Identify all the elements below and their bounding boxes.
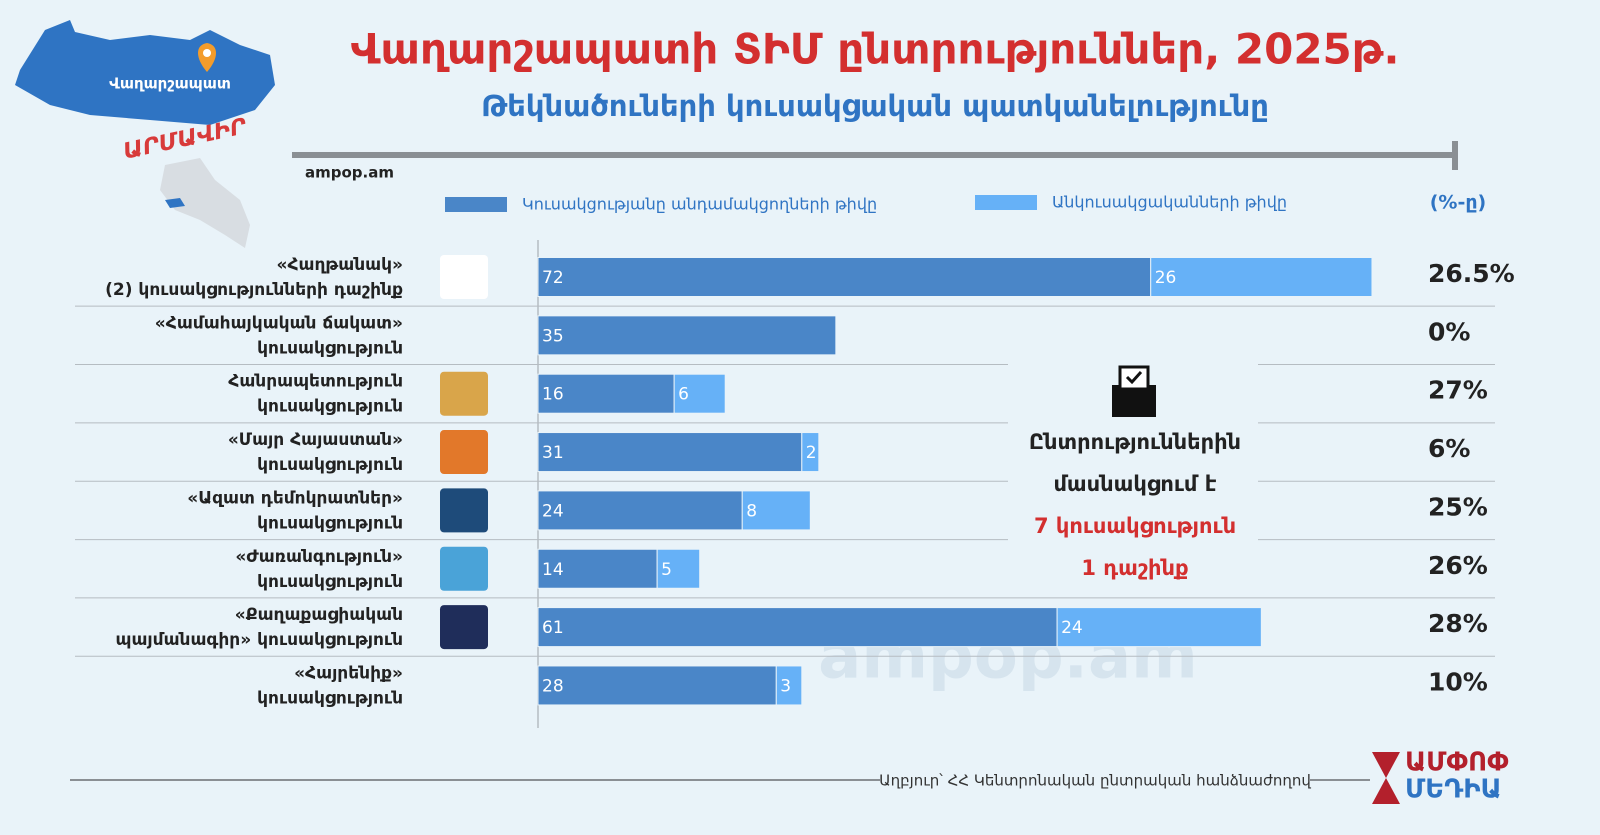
bar-segment	[537, 315, 837, 356]
bar-segment	[1056, 607, 1262, 648]
map-country	[160, 158, 250, 248]
bar-value-label: 24	[542, 501, 564, 521]
legend-swatch	[445, 197, 507, 212]
category-label: «Քաղաքացիական	[235, 605, 403, 625]
legend-label: Անկուսակցականների թիվը	[1052, 193, 1287, 212]
percent-label: 6%	[1428, 434, 1470, 463]
chart-subtitle: Թեկնածուների կուսակցական պատկանելություն…	[481, 89, 1269, 123]
category-label: կուսակցություն	[257, 338, 403, 358]
bar-value-label: 61	[542, 618, 564, 638]
logo-mark	[1372, 752, 1400, 804]
legend-label: Կուսակցությանը անդամակցողների թիվը	[522, 195, 877, 214]
bar-value-label: 28	[542, 676, 564, 696]
map-pin	[198, 43, 216, 72]
bar-value-label: 5	[661, 560, 672, 580]
party-logo	[440, 371, 488, 416]
percent-label: 26.5%	[1428, 259, 1515, 288]
bar-value-label: 6	[678, 385, 689, 405]
bar-segment	[1150, 257, 1373, 297]
category-label: կուսակցություն	[257, 688, 403, 708]
bar-segment	[537, 607, 1058, 648]
legend-swatch	[975, 195, 1037, 210]
category-label: կուսակցություն	[257, 397, 403, 417]
annotation-line: 7 կուսակցություն	[1034, 514, 1236, 538]
bar-segment	[537, 257, 1152, 297]
party-logo	[440, 488, 488, 533]
bar-value-label: 3	[780, 676, 791, 696]
annotation-line: Ընտրություններին	[1029, 430, 1241, 454]
percent-label: 28%	[1428, 609, 1488, 638]
bar-value-label: 14	[542, 560, 564, 580]
map-city: Վաղարշապատ	[109, 75, 231, 93]
party-logo	[440, 546, 488, 591]
category-label: Հանրապետություն	[228, 372, 403, 392]
category-label: «Համահայկական ճակատ»	[155, 313, 403, 333]
bar-value-label: 16	[542, 385, 564, 405]
logo-text: ԱՄՓՈՓ	[1405, 748, 1509, 778]
party-logo	[440, 255, 488, 299]
annotation-line: մասնակցում է	[1053, 472, 1216, 496]
category-label: կուսակցություն	[257, 513, 403, 533]
percent-label: 25%	[1428, 492, 1488, 521]
party-logo	[440, 430, 488, 475]
category-label: կուսակցություն	[257, 455, 403, 475]
annotation-line: 1 դաշինք	[1081, 556, 1188, 580]
bar-value-label: 26	[1155, 268, 1177, 288]
category-label: (2) կուսակցությունների դաշինք	[105, 280, 403, 300]
category-label: «Ժառանգություն»	[235, 547, 403, 567]
bar-segment	[537, 373, 675, 414]
bar-value-label: 35	[542, 326, 564, 346]
party-logo	[440, 663, 488, 708]
bar-segment	[537, 665, 777, 706]
source: Աղբյուր՝ ՀՀ Կենտրոնական ընտրական հանձնաժ…	[879, 772, 1311, 790]
ballot-check	[1125, 370, 1143, 385]
bar-segment	[741, 490, 811, 531]
bar-segment	[801, 432, 820, 473]
bar-segment	[673, 373, 726, 414]
percent-label: 27%	[1428, 376, 1488, 405]
bar-segment	[775, 665, 803, 706]
percent-label: 26%	[1428, 551, 1488, 580]
bar-value-label: 2	[806, 443, 817, 463]
bar-value-label: 31	[542, 443, 564, 463]
category-label: պայմանագիր» կուսակցություն	[115, 630, 403, 650]
bar-segment	[537, 432, 803, 473]
percent-header: (%-ը)	[1430, 192, 1486, 214]
party-logo	[440, 313, 488, 358]
bar-segment	[537, 548, 658, 589]
map-marker-region	[165, 198, 185, 208]
percent-label: 10%	[1428, 667, 1488, 696]
site-label: ampop.am	[305, 164, 394, 182]
bar-segment	[656, 548, 701, 589]
bar-segment	[537, 490, 743, 531]
logo-text: ՄԵԴԻԱ	[1405, 775, 1502, 805]
chart-title: Վաղարշապատի ՏԻՄ ընտրություններ, 2025թ.	[351, 25, 1400, 74]
bar-value-label: 72	[542, 268, 564, 288]
map-pin-dot	[203, 49, 211, 57]
bar-value-label: 8	[746, 501, 757, 521]
category-label: կուսակցություն	[257, 572, 403, 592]
category-label: «Հայրենիք»	[294, 663, 403, 683]
category-label: «Ազատ դեմոկրատներ»	[187, 488, 403, 508]
party-logo	[440, 605, 488, 650]
bar-value-label: 24	[1061, 618, 1083, 638]
percent-label: 0%	[1428, 317, 1470, 346]
category-label: «Հաղթանակ»	[276, 255, 403, 275]
category-label: «Մայր Հայաստան»	[228, 430, 403, 450]
